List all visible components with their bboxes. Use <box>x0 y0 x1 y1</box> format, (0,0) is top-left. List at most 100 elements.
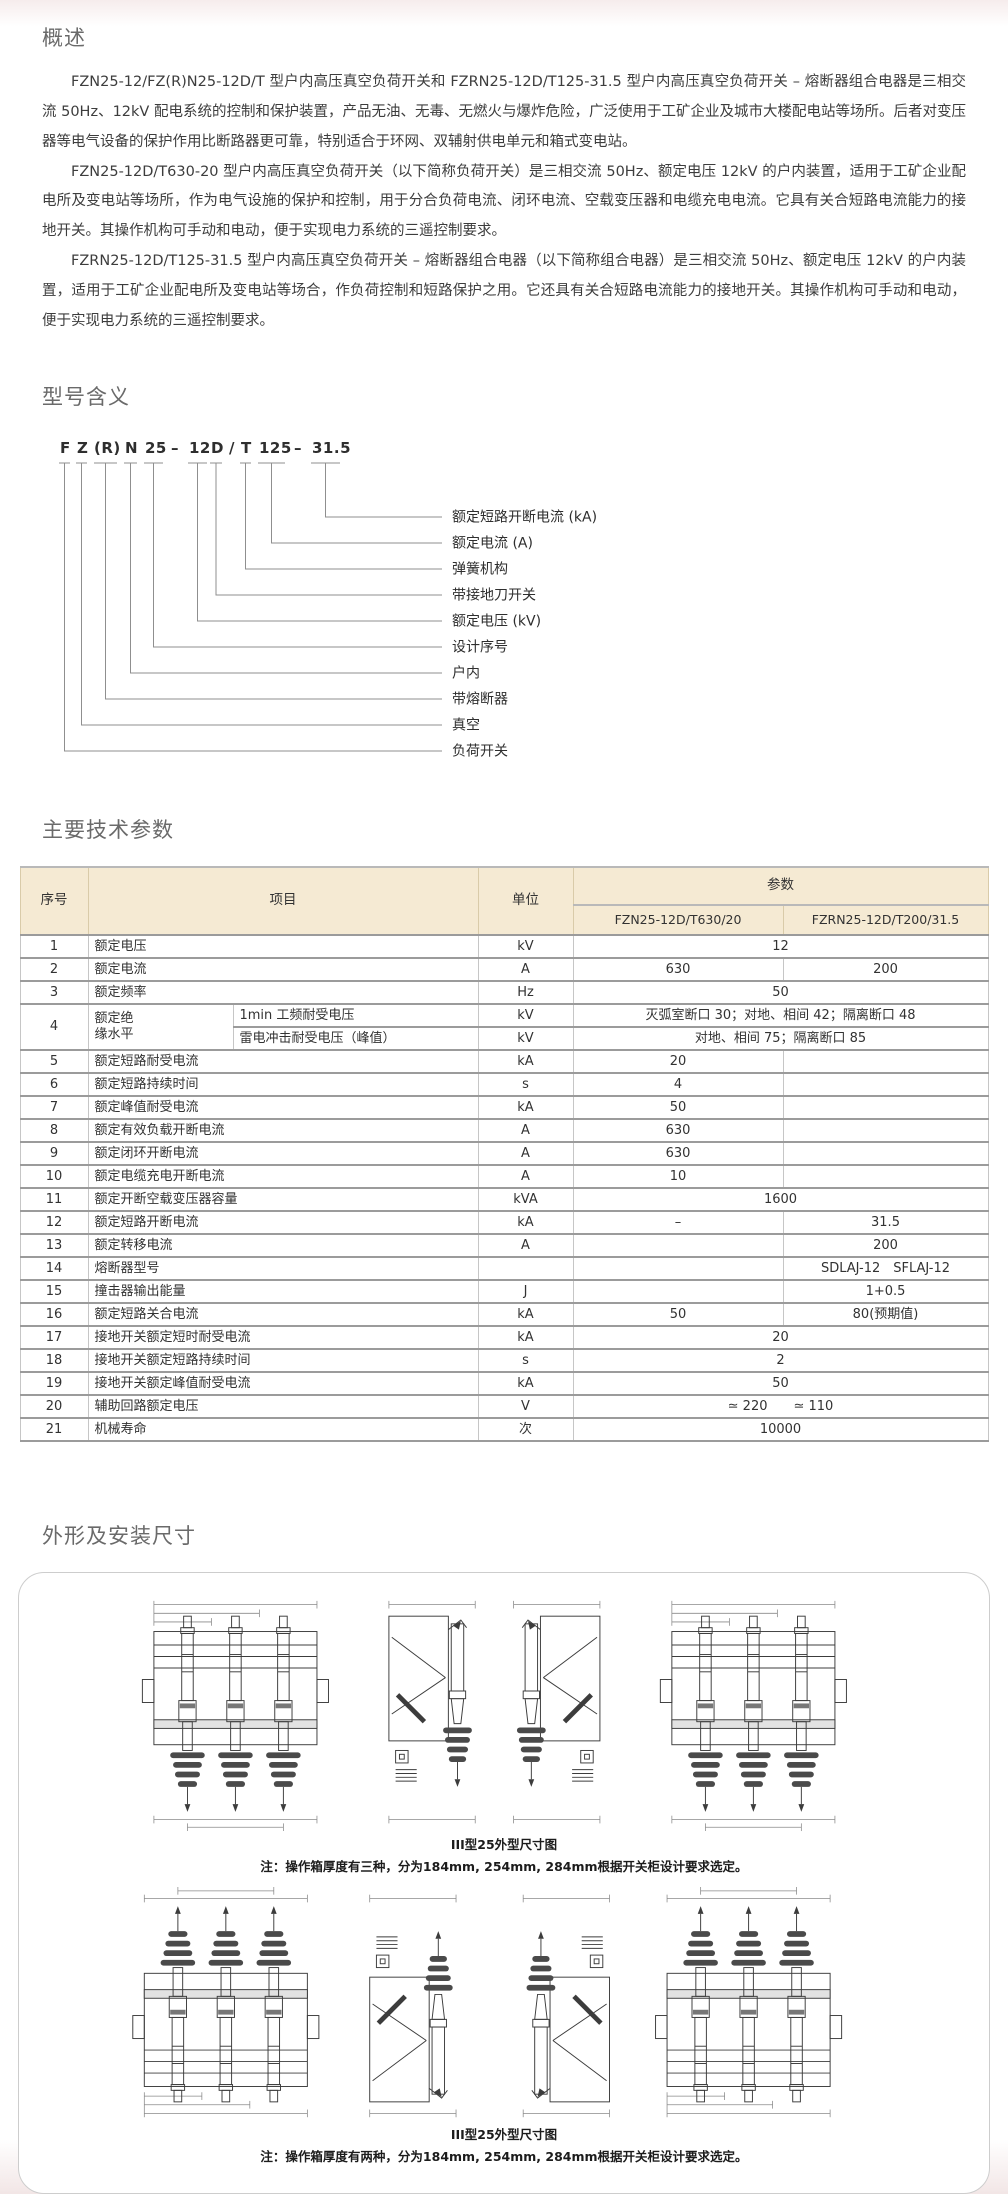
cell: 12 <box>19 1209 89 1234</box>
cell: SDLAJ-12 SFLAJ-12 <box>782 1255 989 1280</box>
cell: 4 <box>19 1002 89 1050</box>
svg-text:N: N <box>125 439 138 457</box>
figure2-caption: III型25外型尺寸图 <box>450 2126 558 2142</box>
cell: 额定频率 <box>87 979 479 1004</box>
cell: Hz <box>477 979 574 1004</box>
cell: 灭弧室断口 30；对地、相间 42；隔离断口 48 <box>572 1002 989 1027</box>
cell: kA <box>477 1324 574 1349</box>
cell <box>572 1278 784 1303</box>
model-code-diagram: F Z (R) N 25 – 12 D / T 125 – 31.5 <box>59 439 597 759</box>
cell: kA <box>477 1094 574 1119</box>
section-model-meaning: 型号含义 F Z (R) N 25 – 12 D / T 125 – 31.5 <box>0 381 1008 772</box>
cell: 630 <box>572 1140 784 1165</box>
cell: 15 <box>19 1278 89 1303</box>
svg-text:T: T <box>241 439 252 457</box>
cell: 2 <box>572 1347 989 1372</box>
table-row: 14 熔断器型号 SDLAJ-12 SFLAJ-12 <box>19 1255 989 1280</box>
cell: 1+0.5 <box>782 1278 989 1303</box>
overview-text: FZN25-12/FZ(R)N25-12D/T 型户内高压真空负荷开关和 FZR… <box>42 68 966 337</box>
cell: s <box>477 1347 574 1372</box>
table-row: 20 辅助回路额定电压 V ≃ 220 ≃ 110 <box>19 1393 989 1418</box>
overview-title: 概述 <box>42 26 86 50</box>
section-parameters: 主要技术参数 序号 项目 单位 参数 FZN25-12D/T630/20 FZR… <box>0 814 1008 1442</box>
table-row: 1 额定电压 kV 12 <box>19 933 989 958</box>
svg-text:F: F <box>60 439 71 457</box>
cell <box>782 1071 989 1096</box>
table-row: 18 接地开关额定短路持续时间 s 2 <box>19 1347 989 1372</box>
svg-text:/: / <box>229 439 235 457</box>
svg-text:额定电流 (A): 额定电流 (A) <box>452 535 533 551</box>
cell: 额定开断空载变压器容量 <box>87 1186 479 1211</box>
cell: 额定电流 <box>87 956 479 981</box>
side-view-left <box>389 1601 475 1824</box>
cell: 额定电压 <box>87 933 479 958</box>
svg-text:带熔断器: 带熔断器 <box>452 691 508 707</box>
cell: 13 <box>19 1232 89 1257</box>
dimensions-title: 外形及安装尺寸 <box>42 1523 196 1548</box>
svg-text:–: – <box>294 439 302 457</box>
side-view-right-inverted <box>523 1894 609 2117</box>
cell: 额定绝缘水平 <box>87 1002 234 1050</box>
cell: 10 <box>572 1163 784 1188</box>
cell: 21 <box>19 1416 89 1441</box>
overview-paragraph-2: FZN25-12D/T630-20 型户内高压真空负荷开关（以下简称负荷开关）是… <box>42 163 966 240</box>
header-unit: 单位 <box>477 865 574 935</box>
cell: A <box>477 1140 574 1165</box>
cell: ≃ 220 ≃ 110 <box>572 1393 989 1418</box>
model-meaning-title: 型号含义 <box>42 384 130 409</box>
svg-text:设计序号: 设计序号 <box>452 639 508 655</box>
cell: 9 <box>19 1140 89 1165</box>
table-row: 21 机械寿命次 10000 <box>19 1416 989 1441</box>
table-header-row: 序号 项目 单位 参数 <box>19 865 989 935</box>
parameters-title: 主要技术参数 <box>42 817 174 842</box>
table-row: 8 额定有效负载开断电流 A 630 <box>19 1117 989 1142</box>
table-row: 13 额定转移电流 A 200 <box>19 1232 989 1257</box>
cell: 50 <box>572 1370 989 1395</box>
cell: A <box>477 956 574 981</box>
cell <box>782 1163 989 1188</box>
cell: 200 <box>782 956 989 981</box>
cell <box>572 1255 784 1280</box>
header-item: 项目 <box>87 865 479 935</box>
cell: 额定短路持续时间 <box>87 1071 479 1096</box>
table-row: 6 额定短路持续时间 s 4 <box>19 1071 989 1096</box>
table-row: 10 额定电缆充电开断电流 A 10 <box>19 1163 989 1188</box>
svg-text:额定电压 (kV): 额定电压 (kV) <box>452 613 541 629</box>
header-param: 参数 <box>572 865 989 905</box>
svg-text:户内: 户内 <box>452 664 480 681</box>
svg-text:真空: 真空 <box>452 717 480 733</box>
front-view-left-inverted <box>133 1887 319 2117</box>
dimensions-panel: III型25外型尺寸图 注：操作箱厚度有三种，分为184mm, 254mm, 2… <box>18 1571 990 2194</box>
section-overview: 概述 FZN25-12/FZ(R)N25-12D/T 型户内高压真空负荷开关和 … <box>0 22 1008 337</box>
cell: kV <box>477 1002 574 1027</box>
cell: 18 <box>19 1347 89 1372</box>
cell: 50 <box>572 979 989 1004</box>
table-row: 5 额定短路耐受电流 kA 20 <box>19 1048 989 1073</box>
cell: 12 <box>572 933 989 958</box>
svg-text:带接地刀开关: 带接地刀开关 <box>452 586 536 603</box>
section-dimensions: 外形及安装尺寸 <box>0 1520 1008 2194</box>
cell: kA <box>477 1209 574 1234</box>
cell: 1 <box>19 933 89 958</box>
cell <box>782 1094 989 1119</box>
cell: 19 <box>19 1370 89 1395</box>
cell <box>782 1140 989 1165</box>
parameters-table: 序号 项目 单位 参数 FZN25-12D/T630/20 FZRN25-12D… <box>19 865 989 1442</box>
cell: 4 <box>572 1071 784 1096</box>
cell: 熔断器型号 <box>87 1255 479 1280</box>
table-row: 4 额定绝缘水平 1min 工频耐受电压 kV 灭弧室断口 30；对地、相间 42；隔离… <box>19 1002 989 1050</box>
cell: 20 <box>572 1324 989 1349</box>
cell: 8 <box>19 1117 89 1142</box>
figure2-note: 注：操作箱厚度有两种，分为184mm, 254mm, 284mm根据开关柜设计要… <box>260 2148 748 2164</box>
figure1-note: 注：操作箱厚度有三种，分为184mm, 254mm, 284mm根据开关柜设计要… <box>260 1858 748 1874</box>
front-view-right <box>660 1601 846 1831</box>
table-row: 12 额定短路开断电流 kA –31.5 <box>19 1209 989 1234</box>
cell: J <box>477 1278 574 1303</box>
cell: kVA <box>477 1186 574 1211</box>
cell: 50 <box>572 1301 784 1326</box>
cell: 机械寿命 <box>87 1416 479 1441</box>
table-header-row: FZN25-12D/T630/20 FZRN25-12D/T200/31.5 <box>20 903 989 935</box>
cell: A <box>477 1232 574 1257</box>
svg-text:弹簧机构: 弹簧机构 <box>452 561 508 577</box>
cell: kA <box>477 1301 574 1326</box>
